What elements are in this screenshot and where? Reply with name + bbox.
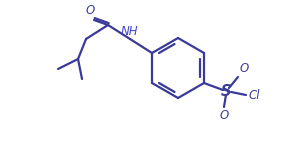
Text: O: O bbox=[85, 4, 95, 17]
Text: NH: NH bbox=[120, 25, 138, 38]
Text: O: O bbox=[240, 62, 249, 75]
Text: Cl: Cl bbox=[249, 88, 260, 102]
Text: O: O bbox=[219, 109, 229, 122]
Text: S: S bbox=[221, 83, 231, 99]
